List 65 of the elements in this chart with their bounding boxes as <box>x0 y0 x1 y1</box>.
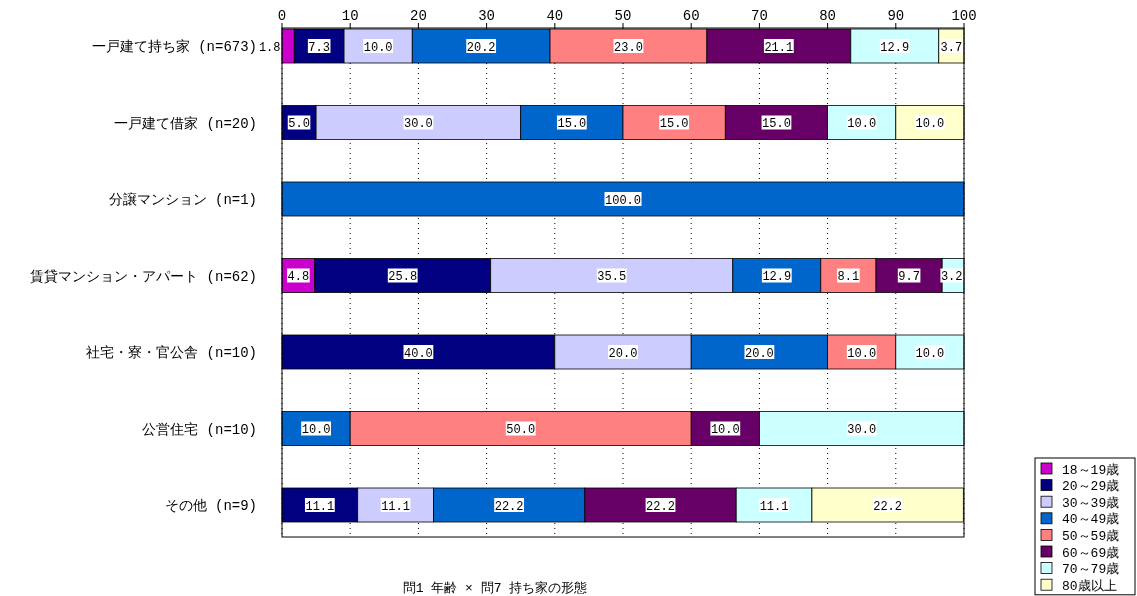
data-label: 15.0 <box>557 117 587 131</box>
data-label: 12.9 <box>880 40 910 55</box>
data-label: 25.8 <box>388 270 418 284</box>
data-label: 11.1 <box>381 499 410 514</box>
data-label: 10.0 <box>915 346 945 361</box>
data-label: 5.0 <box>288 117 310 131</box>
text: 問1 年齢 × 問7 持ち家の形態 <box>402 580 588 596</box>
y-tick-label: 公営住宅 (n=10) <box>142 421 257 438</box>
data-label: 8.1 <box>837 270 860 284</box>
data-label: 20.2 <box>466 40 496 55</box>
data-label: 1.8 <box>258 40 281 55</box>
data-label: 10.0 <box>847 346 877 361</box>
data-label: 9.7 <box>898 270 920 284</box>
data-label: 50.0 <box>506 423 536 437</box>
data-label: 21.1 <box>764 40 794 55</box>
data-label: 10.0 <box>847 117 877 131</box>
x-tick-label: 40 <box>546 8 564 24</box>
y-tick-label: 一戸建て借家 (n=20) <box>114 115 257 132</box>
data-label: 11.1 <box>305 499 335 514</box>
x-tick-label: 90 <box>887 8 905 24</box>
x-tick-label: 20 <box>409 8 427 24</box>
data-label: 3.2 <box>940 270 963 284</box>
data-label: 10.0 <box>301 423 331 437</box>
x-tick-label: 50 <box>614 8 632 24</box>
x-tick-label: 70 <box>750 8 768 24</box>
data-label: 12.9 <box>762 270 792 284</box>
data-label: 4.8 <box>287 270 310 284</box>
legend-label: 20～29歳 <box>1062 479 1120 495</box>
data-label: 20.0 <box>608 346 638 361</box>
data-label: 7.3 <box>308 40 330 55</box>
y-tick-label: 社宅・寮・官公舎 (n=10) <box>86 345 257 361</box>
legend-label: 18～19歳 <box>1062 462 1120 478</box>
legend-label: 50～59歳 <box>1062 528 1120 544</box>
legend-label: 70～79歳 <box>1062 562 1120 578</box>
legend-label: 60～69歳 <box>1062 545 1120 561</box>
legend-label: 80歳以上 <box>1062 578 1117 594</box>
data-label: 40.0 <box>403 346 433 361</box>
data-label: 22.2 <box>646 499 675 514</box>
x-tick-label: 30 <box>478 8 496 24</box>
data-label: 15.0 <box>659 117 689 131</box>
data-label: 10.0 <box>363 40 393 55</box>
x-tick-label: 10 <box>341 8 359 24</box>
x-tick-label: 60 <box>682 8 700 24</box>
data-label: 22.2 <box>873 499 903 514</box>
y-tick-label: 分譲マンション (n=1) <box>108 192 257 208</box>
data-label: 20.0 <box>744 346 774 361</box>
y-tick-label: 一戸建て持ち家 (n=673) <box>91 39 257 55</box>
data-label: 10.0 <box>710 423 740 437</box>
x-tick-label: 100 <box>951 8 977 24</box>
data-label: 30.0 <box>403 117 433 131</box>
y-tick-label: その他 (n=9) <box>164 498 257 514</box>
data-label: 23.0 <box>614 40 643 55</box>
y-tick-label: 賃貸マンション・アパート (n=62) <box>30 268 257 285</box>
data-label: 15.0 <box>762 117 791 131</box>
data-label: 22.2 <box>494 499 524 514</box>
data-label: 10.0 <box>915 117 945 131</box>
data-label: 11.1 <box>759 499 789 514</box>
x-tick-label: 0 <box>277 8 287 24</box>
data-label: 100.0 <box>604 193 642 208</box>
data-label: 35.5 <box>597 270 627 284</box>
legend-label: 30～39歳 <box>1062 495 1120 511</box>
data-label: 3.7 <box>940 40 963 55</box>
legend-label: 40～49歳 <box>1062 512 1120 528</box>
x-tick-label: 80 <box>819 8 837 24</box>
data-label: 30.0 <box>847 423 877 437</box>
